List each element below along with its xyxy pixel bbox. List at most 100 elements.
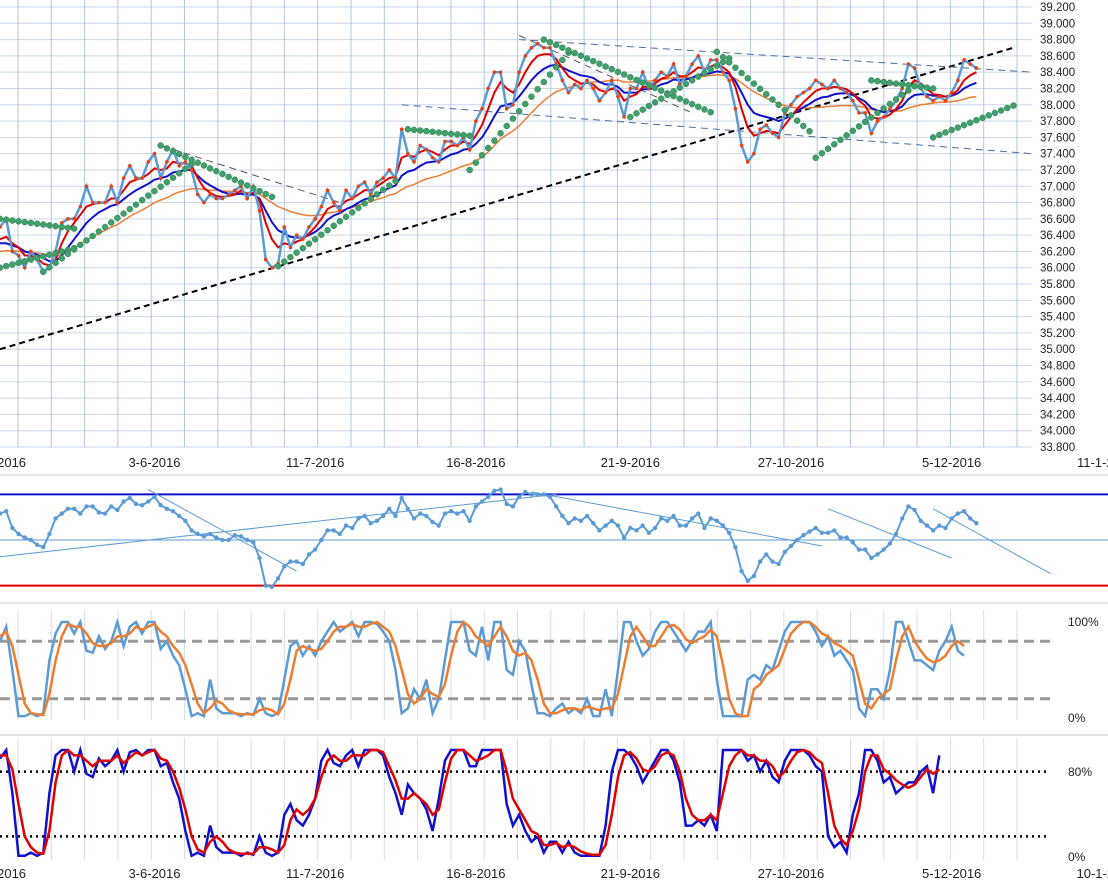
sar-point (861, 118, 869, 126)
series-line-ma_mid (0, 63, 977, 263)
stochastic-x-tick-label: 10-1-2017 (1077, 866, 1108, 881)
sar-point (194, 159, 201, 166)
sar-point (182, 153, 189, 161)
price-point (233, 188, 237, 193)
sar-point (942, 129, 949, 136)
oscillator-point (84, 504, 89, 509)
trend-line-minor (160, 145, 341, 204)
price-y-tick-label: 34.400 (1040, 393, 1075, 405)
sar-point (416, 127, 424, 134)
sar-point (676, 84, 684, 91)
price-point (245, 196, 249, 201)
sar-point (627, 113, 634, 121)
price-point (739, 143, 744, 148)
oscillator-point (881, 547, 886, 552)
sar-point (0, 264, 4, 271)
oscillator-point (436, 523, 441, 528)
sar-point (250, 185, 257, 192)
sar-point (145, 192, 152, 199)
oscillator-point (343, 523, 349, 528)
price-point (949, 90, 954, 95)
oscillator-point (560, 513, 565, 519)
sar-point (973, 117, 980, 124)
oscillator-point (238, 534, 244, 539)
price-point (813, 78, 818, 83)
sar-point (571, 49, 578, 57)
sar-point (849, 127, 857, 135)
sar-point (806, 128, 813, 135)
sar-point (713, 48, 721, 56)
price-point (671, 62, 676, 66)
sar-point (373, 191, 381, 198)
price-point (158, 176, 163, 180)
sar-point (429, 128, 436, 136)
oscillator-point (146, 499, 151, 504)
oscillator-point (34, 542, 40, 547)
oscillator-point (492, 488, 497, 493)
sar-point (484, 144, 492, 152)
oscillator-point (164, 506, 170, 511)
oscillator-point (306, 552, 312, 557)
oscillator-point (776, 561, 781, 567)
sar-point (200, 162, 208, 169)
price-point (857, 111, 861, 115)
oscillator-point (337, 531, 343, 537)
sar-point (318, 231, 325, 238)
sar-point (682, 80, 690, 88)
price-y-tick-label: 37.800 (1040, 116, 1075, 128)
sar-point (64, 250, 72, 258)
sar-point (843, 132, 850, 139)
price-panel: 39.200 39.000 38.800 38.600 38.400 38.200 38.0… (0, 0, 1108, 470)
oscillator-point (350, 525, 355, 531)
price-y-tick-label: 37.000 (1040, 181, 1075, 193)
price-y-tick-label: 38.400 (1040, 67, 1075, 79)
price-point (579, 86, 583, 91)
oscillator-point (510, 504, 516, 509)
sar-point (126, 205, 134, 213)
price-point (208, 192, 212, 197)
price-point (820, 82, 824, 87)
price-point (752, 151, 756, 156)
sar-point (83, 237, 90, 244)
sar-point (435, 129, 443, 136)
sar-point (546, 71, 554, 78)
oscillator-point (152, 494, 157, 499)
price-point (974, 66, 979, 70)
sar-point (695, 103, 702, 111)
sar-point (287, 253, 294, 261)
oscillator-point (226, 537, 231, 543)
price-point (863, 111, 867, 115)
sar-point (342, 213, 350, 221)
oscillator-point (461, 509, 466, 514)
oscillator-point (170, 509, 176, 514)
oscillator-point (362, 513, 367, 519)
sar-point (552, 41, 560, 49)
price-point (925, 94, 929, 99)
oscillator-point (893, 531, 899, 537)
sar-point (114, 214, 121, 222)
price-point (375, 180, 379, 184)
price-y-tick-label: 38.200 (1040, 83, 1075, 95)
oscillator-point (498, 487, 503, 492)
sar-point (898, 81, 906, 88)
oscillator-point (448, 509, 454, 514)
sar-point (299, 244, 307, 252)
oscillator-point (764, 552, 769, 557)
price-point (146, 160, 151, 164)
sar-point (880, 105, 887, 112)
oscillator-point (949, 516, 954, 521)
price-point (331, 200, 336, 205)
oscillator-point (78, 511, 83, 516)
sar-point (58, 223, 66, 231)
sar-point (596, 60, 603, 68)
stochastic-x-tick-label: 0-4-2016 (0, 866, 26, 881)
price-point (325, 188, 330, 193)
price-point (937, 94, 942, 99)
price-point (498, 70, 503, 74)
sar-point (101, 223, 109, 231)
sar-point (559, 44, 566, 51)
price-point (72, 217, 76, 221)
price-point (480, 107, 484, 111)
price-y-tick-label: 35.600 (1040, 295, 1075, 307)
oscillator-point (207, 531, 213, 537)
